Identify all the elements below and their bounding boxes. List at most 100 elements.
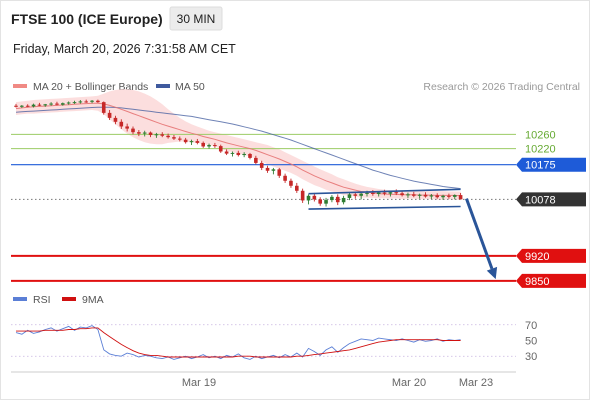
rsi-line <box>15 325 461 360</box>
rsi-ma9-line <box>16 327 461 358</box>
ma50-legend-swatch <box>156 84 170 88</box>
interval-badge-bg <box>169 6 223 31</box>
level-tag-last-text: 10078 <box>525 194 556 206</box>
trend-channel <box>308 188 498 280</box>
candle-body <box>394 192 399 194</box>
candle-body <box>265 167 270 171</box>
candle-body <box>148 132 153 136</box>
candle <box>347 192 352 201</box>
candle <box>400 191 404 197</box>
level-tag-pivot <box>516 157 586 172</box>
ma50-line <box>15 106 461 190</box>
candle-body <box>154 134 159 136</box>
candle <box>224 149 229 156</box>
candle <box>166 133 170 139</box>
candle-body <box>259 162 264 168</box>
price-levels <box>11 133 516 282</box>
candle-body <box>359 193 363 196</box>
candle-body <box>183 139 188 143</box>
candle-body <box>400 193 404 196</box>
candle <box>31 103 36 108</box>
ma20-line <box>15 102 461 197</box>
candle-body <box>224 151 229 154</box>
candle <box>236 150 241 157</box>
candle-body <box>84 101 88 103</box>
candle <box>201 141 205 148</box>
candle <box>335 194 340 206</box>
candle <box>61 102 65 106</box>
level-label-r2: 10260 <box>525 129 556 141</box>
candle-body <box>90 100 94 102</box>
candle-body <box>20 105 24 107</box>
candle <box>107 110 112 121</box>
candle <box>271 167 276 175</box>
candle-body <box>365 192 369 194</box>
candle-body <box>447 195 451 197</box>
candle-body <box>306 195 311 201</box>
x-tick-mar19: Mar 19 <box>182 377 216 389</box>
candle-body <box>452 195 457 197</box>
interval-label: 30 MIN <box>177 12 216 26</box>
candle-body <box>230 152 235 154</box>
candle-body <box>78 101 83 103</box>
candle-body <box>172 137 176 139</box>
candle <box>113 115 118 125</box>
interval-badge[interactable]: 30 MIN <box>169 6 223 31</box>
candle <box>131 126 135 135</box>
candle <box>178 136 182 142</box>
candle <box>265 165 270 173</box>
candle-body <box>101 102 106 113</box>
candle-body <box>318 199 322 204</box>
candle-body <box>417 194 422 196</box>
candle <box>330 195 334 203</box>
candle-body <box>160 134 165 136</box>
candle <box>213 142 217 148</box>
candle-body <box>335 196 340 203</box>
candle-body <box>137 132 141 134</box>
candle-body <box>341 197 346 203</box>
price-tags: 10260 10220 10175 10078 9920 9850 <box>516 129 586 288</box>
candle <box>300 188 305 203</box>
candle-body <box>207 145 211 147</box>
candle <box>382 189 387 196</box>
candle <box>96 99 100 103</box>
channel-upper-line <box>308 188 461 195</box>
candle-body <box>324 200 328 204</box>
rsi-tick-50: 50 <box>525 336 537 348</box>
candle <box>341 195 346 205</box>
candle <box>417 193 422 199</box>
candle <box>160 132 165 138</box>
rsi-legend-label: RSI <box>33 294 51 306</box>
candle <box>429 194 434 200</box>
candle-body <box>236 152 241 156</box>
candle-body <box>166 135 170 138</box>
candle-body <box>218 146 223 152</box>
candle-body <box>371 192 375 195</box>
candle-body <box>429 195 434 197</box>
candle-body <box>49 103 53 105</box>
candle-body <box>25 105 30 107</box>
candle-body <box>125 126 129 129</box>
candle-body <box>242 153 246 156</box>
credit-text: Research © 2026 Trading Central <box>423 81 580 93</box>
candle-body <box>43 104 48 106</box>
candle <box>84 99 88 103</box>
candle-body <box>312 195 317 200</box>
candle <box>125 123 129 132</box>
candle <box>412 191 416 198</box>
candle-body <box>283 175 287 181</box>
candle <box>78 100 83 104</box>
candles <box>14 99 463 207</box>
candle <box>423 192 428 198</box>
level-label-r1: 10220 <box>525 144 556 156</box>
candle <box>230 151 235 157</box>
candle <box>248 152 252 160</box>
candle-body <box>37 104 42 106</box>
candle-body <box>289 180 293 186</box>
rsi-tick-70: 70 <box>525 320 537 332</box>
candle-body <box>412 194 416 196</box>
candle-body <box>382 192 387 194</box>
candle <box>359 192 363 200</box>
candle-body <box>61 103 65 105</box>
